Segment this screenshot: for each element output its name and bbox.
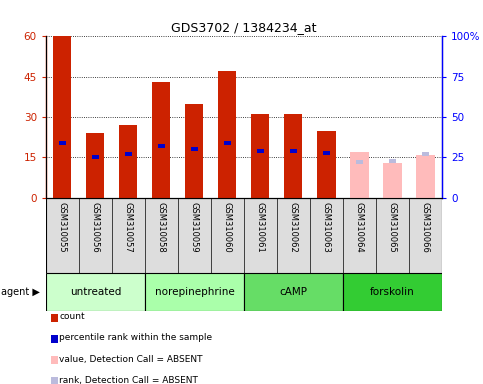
Bar [422, 152, 429, 156]
Bar [119, 125, 138, 198]
Bar [251, 114, 270, 198]
Text: forskolin: forskolin [370, 287, 415, 297]
Text: rank, Detection Call = ABSENT: rank, Detection Call = ABSENT [59, 376, 198, 384]
Bar [290, 149, 297, 153]
Text: GSM310059: GSM310059 [190, 202, 199, 252]
Bar [46, 273, 145, 311]
Text: GSM310057: GSM310057 [124, 202, 133, 252]
Bar [224, 141, 231, 145]
Bar [350, 152, 369, 198]
Bar [125, 152, 132, 156]
Bar [59, 141, 66, 145]
Bar [323, 151, 330, 155]
Text: GSM310062: GSM310062 [289, 202, 298, 252]
Text: norepinephrine: norepinephrine [155, 287, 234, 297]
Title: GDS3702 / 1384234_at: GDS3702 / 1384234_at [171, 21, 317, 34]
Text: GSM310066: GSM310066 [421, 202, 430, 252]
Bar [158, 144, 165, 148]
Bar [416, 155, 435, 198]
Bar [53, 36, 71, 198]
Text: GSM310058: GSM310058 [157, 202, 166, 252]
Bar [152, 82, 170, 198]
Text: GSM310056: GSM310056 [91, 202, 100, 252]
Text: count: count [59, 312, 85, 321]
Text: percentile rank within the sample: percentile rank within the sample [59, 333, 213, 343]
Text: GSM310064: GSM310064 [355, 202, 364, 252]
Text: GSM310061: GSM310061 [256, 202, 265, 252]
Text: cAMP: cAMP [280, 287, 307, 297]
Bar [384, 163, 401, 198]
Text: agent ▶: agent ▶ [1, 287, 40, 297]
Text: GSM310063: GSM310063 [322, 202, 331, 252]
Text: value, Detection Call = ABSENT: value, Detection Call = ABSENT [59, 354, 203, 364]
Text: GSM310055: GSM310055 [58, 202, 67, 252]
Bar [343, 273, 442, 311]
Bar [284, 114, 302, 198]
Bar [356, 160, 363, 164]
Bar [244, 273, 343, 311]
Text: GSM310065: GSM310065 [388, 202, 397, 252]
Bar [145, 273, 244, 311]
Text: untreated: untreated [70, 287, 121, 297]
Bar [389, 159, 396, 163]
Bar [218, 71, 237, 198]
Bar [185, 104, 203, 198]
Bar [257, 149, 264, 153]
Bar [317, 131, 336, 198]
Text: GSM310060: GSM310060 [223, 202, 232, 252]
Bar [92, 156, 99, 159]
Bar [191, 147, 198, 151]
Bar [86, 133, 104, 198]
